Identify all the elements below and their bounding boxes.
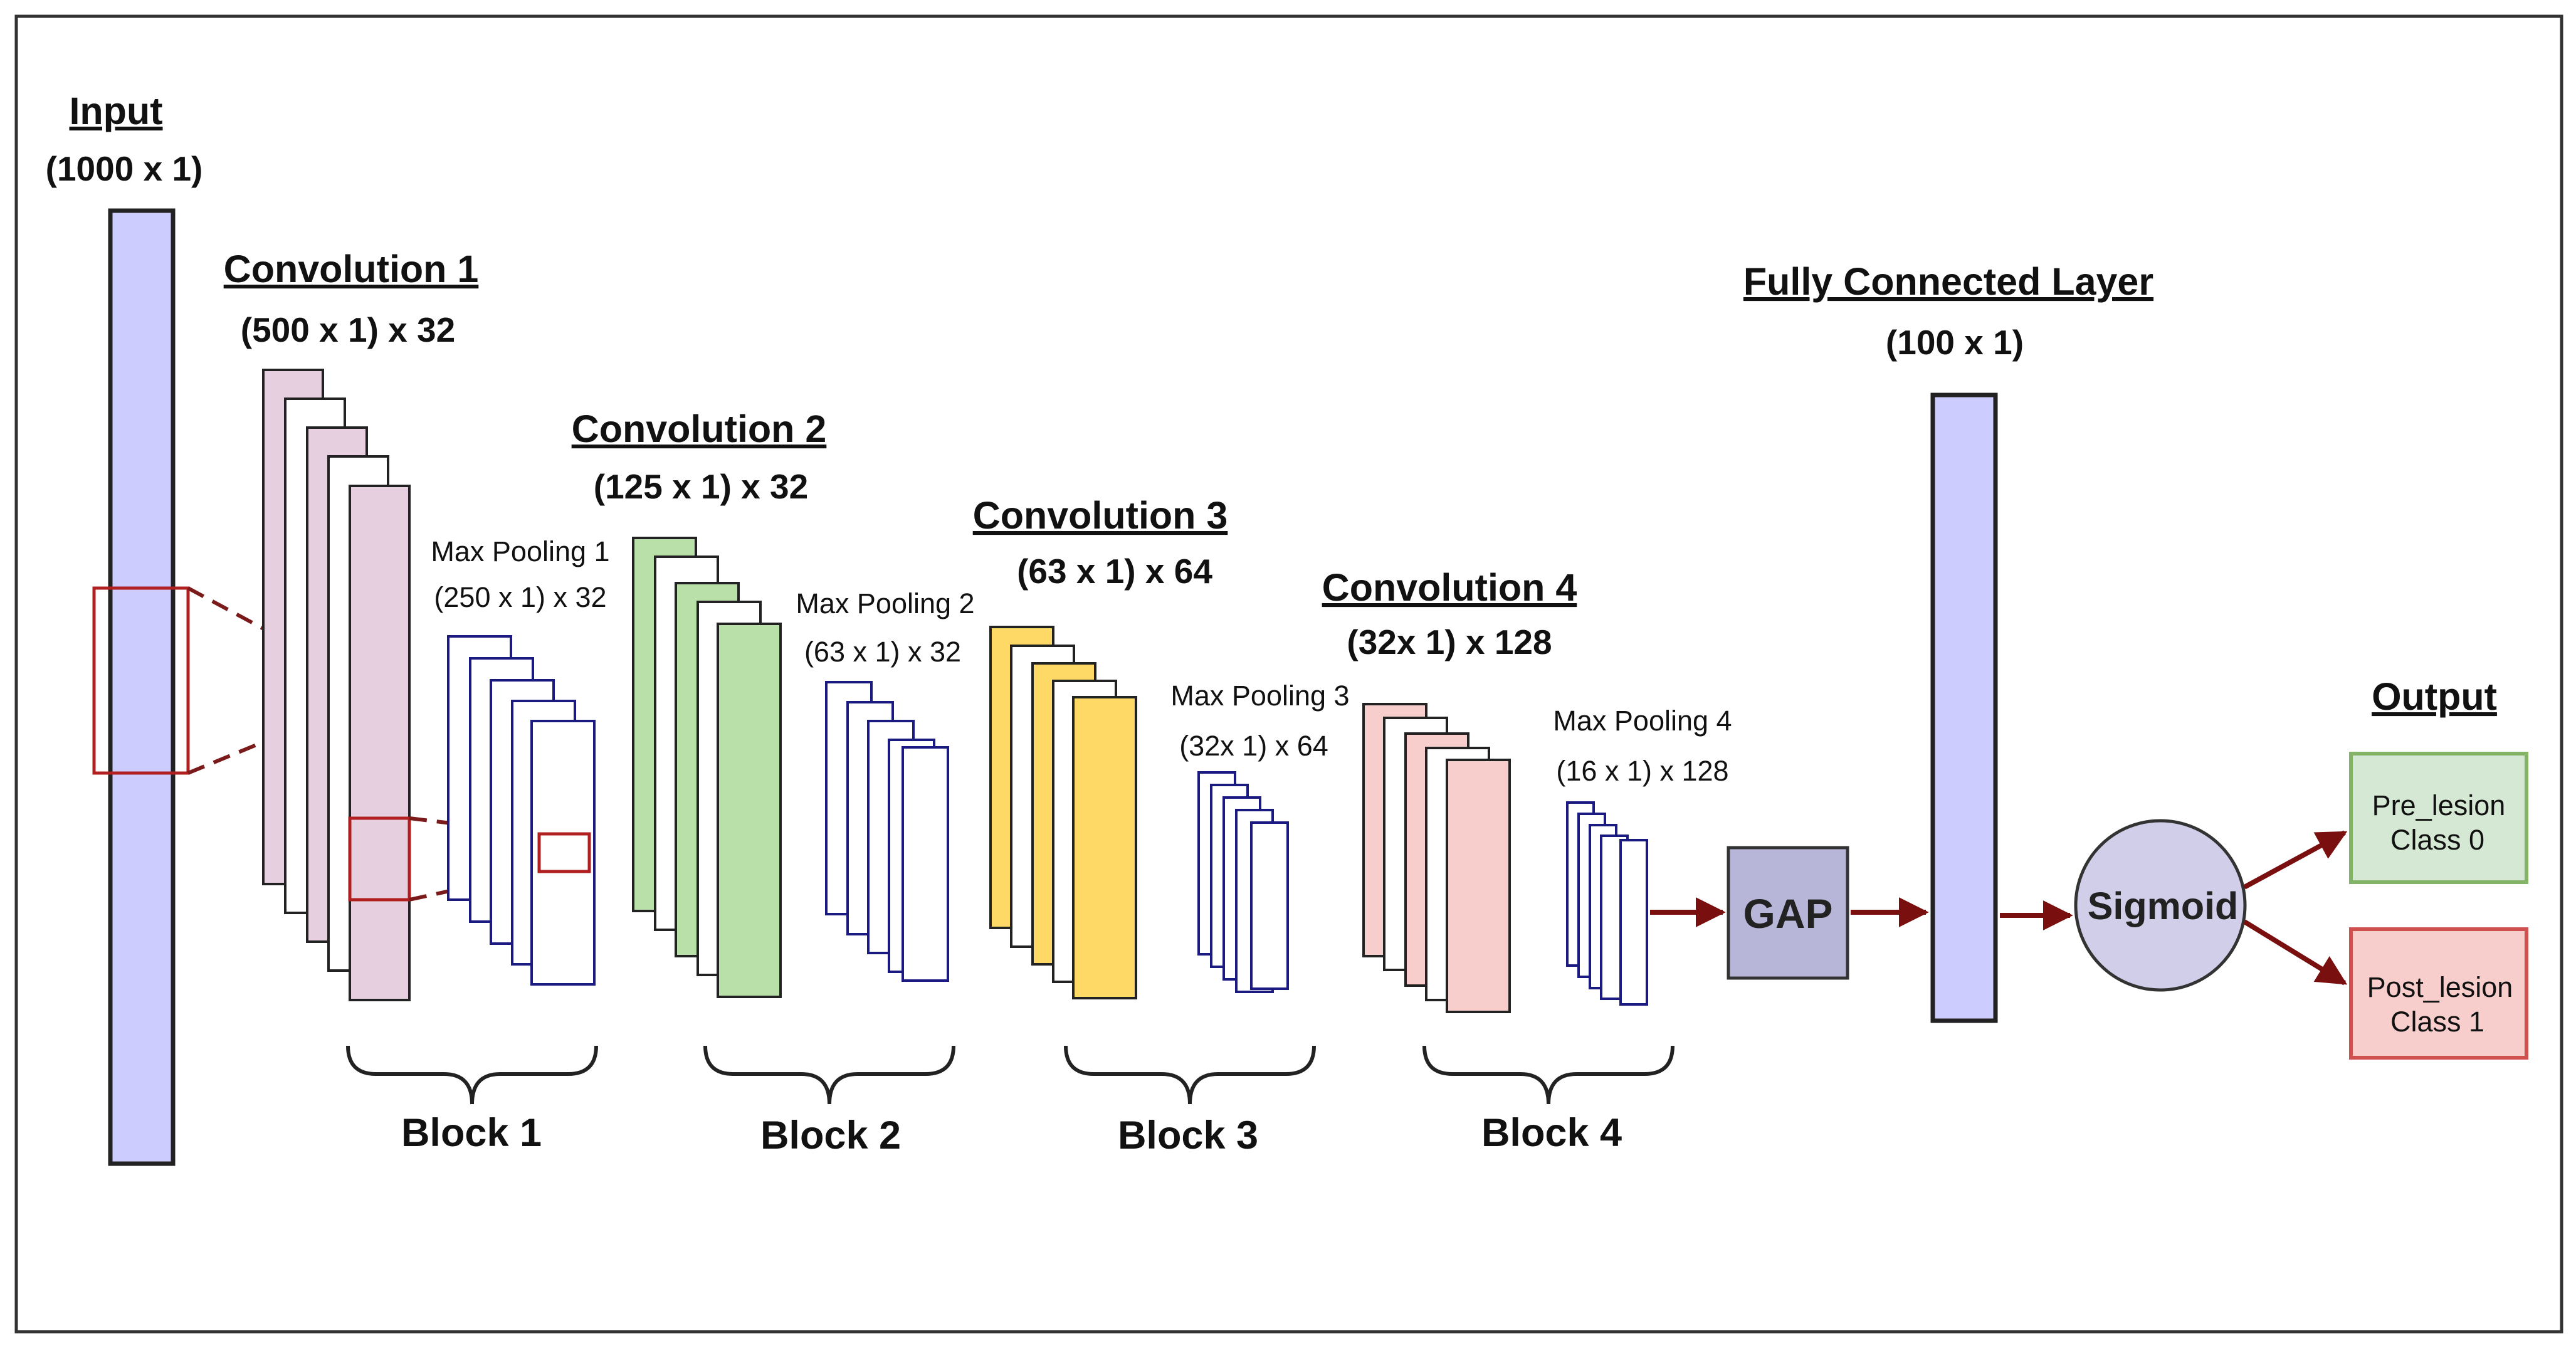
conv4-title: Convolution 4 xyxy=(1322,566,1577,609)
conv4-feature-map xyxy=(1446,759,1511,1013)
fc-dims: (100 x 1) xyxy=(1886,323,2024,362)
pool3-dims: (32x 1) x 64 xyxy=(1179,730,1328,762)
conv3-feature-maps xyxy=(989,626,1137,999)
conv3-feature-map xyxy=(1072,696,1137,999)
block1-label: Block 1 xyxy=(401,1111,542,1155)
block2-brace xyxy=(703,1045,955,1105)
input-layer xyxy=(108,208,176,1166)
pool1-dims: (250 x 1) x 32 xyxy=(434,581,606,613)
fc-title: Fully Connected Layer xyxy=(1743,260,2153,303)
pool3-feature-maps xyxy=(1197,771,1289,993)
block1-brace xyxy=(346,1045,598,1105)
gap-box xyxy=(1727,846,1849,980)
input-receptive-field xyxy=(92,586,190,775)
pool2-title: Max Pooling 2 xyxy=(796,587,974,619)
pool2-feature-map xyxy=(902,746,949,982)
pool3-feature-map xyxy=(1250,821,1289,990)
diagram-frame xyxy=(14,14,2563,1334)
class0-box xyxy=(2349,752,2528,884)
conv3-dims: (63 x 1) x 64 xyxy=(1017,552,1212,591)
fc-layer xyxy=(1930,392,1998,1023)
conv2-feature-maps xyxy=(632,537,782,998)
input-title: Input xyxy=(69,90,162,132)
class0-name: Pre_lesion xyxy=(2372,789,2506,821)
conv2-title: Convolution 2 xyxy=(572,408,827,450)
pool4-feature-maps xyxy=(1566,801,1648,1006)
conv1-title: Convolution 1 xyxy=(224,248,479,290)
output-title: Output xyxy=(2372,675,2497,718)
block4-brace xyxy=(1422,1045,1674,1105)
pool2-dims: (63 x 1) x 32 xyxy=(804,636,961,668)
class1-label: Class 1 xyxy=(2390,1006,2484,1038)
conv4-feature-maps xyxy=(1362,703,1511,1013)
sigmoid-label: Sigmoid xyxy=(2088,885,2239,927)
class1-box xyxy=(2349,927,2528,1060)
conv2-feature-map xyxy=(717,623,782,998)
arrow-sigmoid-to-class1 xyxy=(2242,919,2348,986)
pool1-receptive-field xyxy=(537,832,591,873)
pool4-feature-map xyxy=(1619,839,1648,1006)
input-dims: (1000 x 1) xyxy=(46,149,203,188)
pool4-title: Max Pooling 4 xyxy=(1553,705,1732,737)
class0-label: Class 0 xyxy=(2390,824,2484,856)
pool1-feature-map xyxy=(530,720,596,986)
pool2-feature-maps xyxy=(825,681,949,982)
arrow-sigmoid-to-class0 xyxy=(2243,830,2348,890)
block4-label: Block 4 xyxy=(1481,1111,1622,1155)
gap-label: GAP xyxy=(1743,890,1832,937)
conv3-title: Convolution 3 xyxy=(973,494,1228,537)
conv4-dims: (32x 1) x 128 xyxy=(1347,623,1552,661)
conv1-dims: (500 x 1) x 32 xyxy=(241,310,455,349)
pool4-dims: (16 x 1) x 128 xyxy=(1556,755,1728,787)
sigmoid-node xyxy=(2074,819,2247,992)
pool3-title: Max Pooling 3 xyxy=(1170,680,1349,712)
class1-name: Post_lesion xyxy=(2367,971,2513,1003)
pool1-title: Max Pooling 1 xyxy=(431,535,609,567)
conv2-dims: (125 x 1) x 32 xyxy=(594,467,808,506)
conv1-receptive-field xyxy=(348,816,411,902)
conv1-feature-map xyxy=(349,485,411,1001)
conv1-feature-maps xyxy=(262,369,411,1001)
block2-label: Block 2 xyxy=(760,1114,901,1157)
block3-brace xyxy=(1064,1045,1316,1105)
block3-label: Block 3 xyxy=(1118,1114,1258,1157)
